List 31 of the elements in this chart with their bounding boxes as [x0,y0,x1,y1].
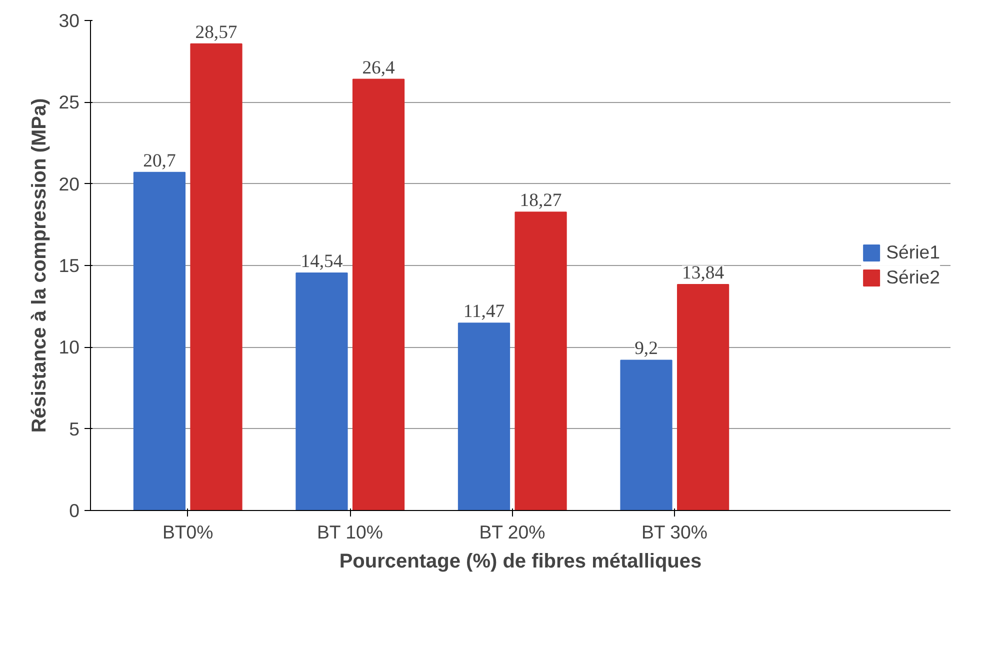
x-tick-label: BT 30% [641,522,708,542]
y-tick-label: 25 [58,92,80,113]
bar [133,172,186,510]
y-axis-title: Résistance à la compression (MPa) [28,98,51,433]
bar [676,284,730,510]
legend-label: Série2 [886,266,940,288]
data-label: 14,54 [300,251,344,272]
x-tick-label: BT 10% [316,522,383,542]
bar [458,322,510,510]
bar [190,43,242,510]
data-label: 26,4 [362,57,396,78]
data-label: 11,47 [463,301,505,322]
y-tick-label: 20 [58,173,80,194]
legend-label: Série1 [886,242,940,264]
data-label: 20,7 [143,150,176,172]
data-label: 18,27 [520,190,562,212]
x-axis-title: Pourcentage (%) de fibres métalliques [339,550,702,572]
y-tick-label: 5 [69,418,80,440]
bar [352,78,405,510]
y-tick-label: 0 [69,500,80,521]
x-tick-label: BT0% [162,522,214,542]
bar [514,212,567,510]
y-tick-label: 30 [58,10,80,31]
y-tick-label: 10 [58,336,80,358]
bar [620,360,672,510]
data-label: 28,57 [195,22,238,43]
x-tick-label: BT 20% [479,522,546,542]
data-label: 9,2 [634,338,658,360]
data-label: 13,84 [682,262,725,284]
bar [296,272,348,510]
y-tick-label: 15 [58,255,80,276]
